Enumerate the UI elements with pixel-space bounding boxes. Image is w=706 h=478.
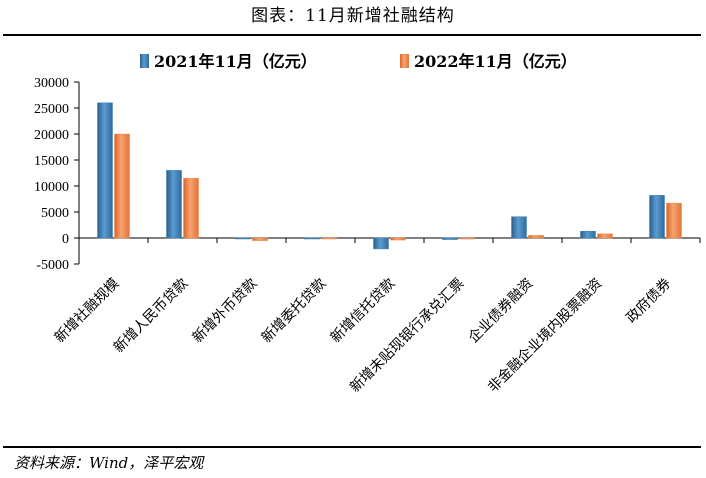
bar-2021-4: [373, 237, 389, 250]
legend-swatch-0: [140, 54, 149, 68]
bar-2021-7: [580, 230, 596, 239]
x-category-label: 新增信托贷款: [328, 276, 399, 347]
bar-2022-0: [114, 133, 130, 239]
bar-2022-2: [252, 237, 268, 241]
top-rule: [3, 34, 701, 36]
bar-2022-4: [390, 237, 406, 241]
y-tick-label: 5000: [41, 206, 69, 221]
bar-2022-6: [528, 235, 544, 239]
y-tick-label: -5000: [36, 258, 69, 273]
y-tick-label: 20000: [34, 128, 69, 143]
bar-2021-0: [97, 102, 113, 239]
x-category-label: 政府债券: [623, 276, 674, 327]
x-category-label: 新增社融规模: [52, 276, 123, 347]
source-note: 资料来源：Wind，泽平宏观: [14, 454, 204, 472]
bar-2021-3: [304, 237, 320, 240]
bar-2021-5: [442, 237, 458, 240]
bar-2022-1: [183, 177, 199, 239]
x-category-label: 新增委托贷款: [259, 276, 330, 347]
y-tick-label: 15000: [34, 154, 69, 169]
legend-swatch-1: [400, 54, 409, 68]
x-category-label: 新增人民币贷款: [111, 276, 192, 357]
chart-labels: -5000 0 5000 10000 15000 20000 25000 30000 新增社融规…: [34, 76, 674, 396]
bar-2021-2: [235, 237, 251, 240]
x-category-label: 新增外币贷款: [190, 276, 261, 347]
chart-bars: [97, 102, 682, 250]
y-tick-label: 0: [62, 232, 69, 247]
bar-2021-1: [166, 170, 182, 239]
chart-legend: 2021年11月（亿元） 2022年11月（亿元）: [140, 52, 577, 71]
legend-label-1: 2022年11月（亿元）: [414, 52, 577, 71]
bottom-rule: [3, 446, 701, 448]
bar-chart: -5000 0 5000 10000 15000 20000 25000 30000 新增社融规…: [34, 52, 701, 396]
y-tick-label: 10000: [34, 180, 69, 195]
bar-2022-3: [321, 237, 337, 240]
bar-2022-5: [459, 237, 475, 240]
bar-2021-8: [649, 195, 665, 239]
x-category-label: 企业债券融资: [465, 275, 536, 346]
bar-2021-6: [511, 216, 527, 239]
legend-label-0: 2021年11月（亿元）: [154, 52, 317, 71]
y-tick-label: 30000: [34, 76, 69, 91]
chart-axes: [74, 81, 701, 265]
y-tick-label: 25000: [34, 102, 69, 117]
bar-2022-8: [666, 202, 682, 239]
figure-title: 图表：11月新增社融结构: [251, 6, 455, 26]
x-category-label: 新增未贴现银行承兑汇票: [347, 276, 467, 396]
x-category-label: 非金融企业境内股票融资: [484, 275, 605, 396]
bar-2022-7: [597, 233, 613, 239]
